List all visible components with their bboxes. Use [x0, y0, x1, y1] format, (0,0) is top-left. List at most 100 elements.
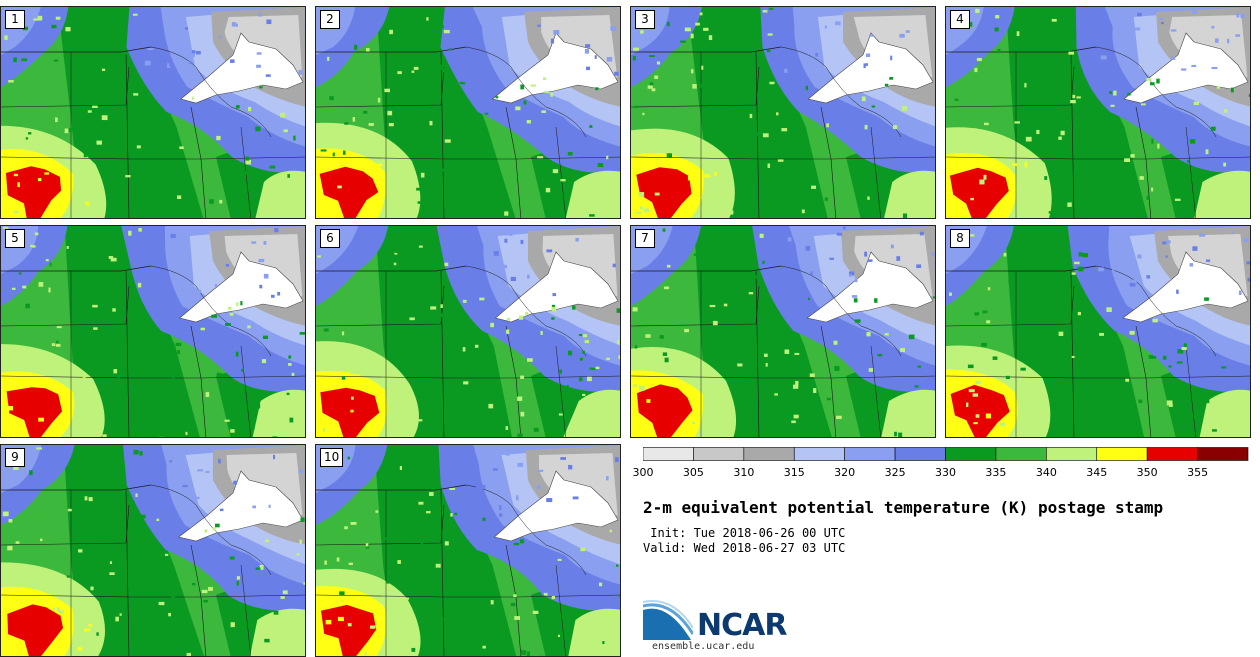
field-speckle — [868, 368, 874, 372]
field-speckle — [1212, 429, 1217, 432]
field-speckle — [164, 364, 171, 369]
field-speckle — [200, 327, 205, 331]
field-light-green — [255, 170, 305, 218]
field-speckle — [1012, 163, 1018, 166]
field-speckle — [1162, 355, 1167, 360]
field-speckle — [1191, 64, 1197, 68]
field-speckle — [582, 334, 588, 338]
border-line — [200, 375, 305, 379]
field-speckle — [324, 560, 327, 565]
field-speckle — [794, 352, 800, 355]
field-speckle — [1076, 96, 1081, 99]
field-speckle — [446, 585, 453, 588]
border-line — [555, 564, 567, 656]
member-panel-4: 4 — [945, 6, 1251, 219]
field-speckle — [214, 284, 218, 287]
field-speckle — [709, 304, 716, 308]
field-speckle — [1060, 130, 1065, 136]
field-speckle — [93, 327, 98, 330]
field-speckle — [87, 514, 92, 518]
field-speckle — [391, 643, 397, 646]
field-speckle — [527, 358, 533, 362]
field-speckle — [997, 48, 1001, 53]
colorbar-tick-label: 315 — [783, 466, 805, 479]
field-speckle — [473, 168, 477, 173]
field-speckle — [1100, 55, 1107, 60]
field-speckle — [803, 295, 808, 301]
member-panel-6: 6 — [315, 225, 621, 438]
field-speckle — [791, 420, 796, 424]
field-speckle — [551, 595, 556, 600]
border-line — [316, 265, 467, 272]
field-speckle — [618, 594, 620, 598]
field-speckle — [178, 233, 182, 238]
field-speckle — [404, 44, 409, 49]
border-line — [440, 51, 445, 218]
field-speckle — [633, 47, 639, 51]
field-speckle — [931, 252, 935, 257]
field-speckle — [109, 572, 115, 576]
field-speckle — [550, 38, 555, 44]
field-speckle — [271, 294, 275, 298]
field-speckle — [506, 329, 510, 334]
border-line — [755, 51, 760, 218]
field-speckle — [537, 24, 541, 27]
field-speckle — [759, 281, 763, 284]
field-speckle — [1044, 176, 1048, 180]
field-speckle — [811, 185, 817, 189]
field-speckle — [684, 328, 689, 333]
field-speckle — [87, 110, 92, 113]
field-speckle — [68, 127, 73, 132]
field-speckle — [197, 469, 204, 472]
member-panel-2: 2 — [315, 6, 621, 219]
field-speckle — [982, 310, 988, 314]
field-speckle — [584, 340, 590, 344]
field-speckle — [245, 156, 249, 161]
field-speckle — [429, 120, 433, 126]
field-speckle — [884, 333, 889, 336]
border-line — [555, 126, 567, 218]
field-speckle — [445, 218, 451, 219]
field-speckle — [1159, 17, 1164, 21]
field-speckle — [265, 74, 271, 77]
field-speckle — [273, 610, 279, 615]
field-speckle — [606, 155, 609, 160]
field-speckle — [750, 432, 756, 436]
field-red — [950, 384, 1010, 437]
field-speckle — [1116, 268, 1122, 271]
field-speckle — [101, 317, 106, 321]
field-speckle — [66, 575, 71, 578]
field-speckle — [261, 359, 267, 364]
field-speckle — [579, 357, 583, 361]
field-speckle — [809, 373, 815, 378]
field-speckle — [1110, 104, 1115, 107]
border-line — [870, 126, 882, 218]
field-speckle — [269, 165, 276, 169]
member-label: 10 — [320, 448, 344, 467]
field-speckle — [693, 253, 699, 256]
border-line — [946, 66, 1075, 108]
field-speckle — [1174, 198, 1181, 201]
field-speckle — [759, 233, 764, 238]
field-speckle — [325, 619, 332, 625]
field-speckle — [517, 462, 524, 467]
field-speckle — [241, 368, 244, 372]
border-line — [316, 594, 516, 598]
border-line — [780, 46, 902, 138]
field-speckle — [120, 463, 125, 469]
field-speckle — [1043, 198, 1049, 202]
field-speckle — [1023, 306, 1029, 311]
field-speckle — [762, 260, 765, 265]
field-speckle — [438, 25, 444, 29]
field-speckle — [865, 63, 868, 66]
field-speckle — [515, 106, 521, 111]
field-speckle — [350, 522, 357, 525]
field-speckle — [1146, 77, 1152, 81]
border-line — [780, 265, 902, 357]
field-speckle — [687, 175, 692, 181]
field-speckle — [585, 44, 591, 48]
field-speckle — [382, 243, 387, 247]
field-speckle — [176, 195, 182, 199]
field-speckle — [615, 457, 619, 463]
field-speckle — [1025, 136, 1032, 142]
